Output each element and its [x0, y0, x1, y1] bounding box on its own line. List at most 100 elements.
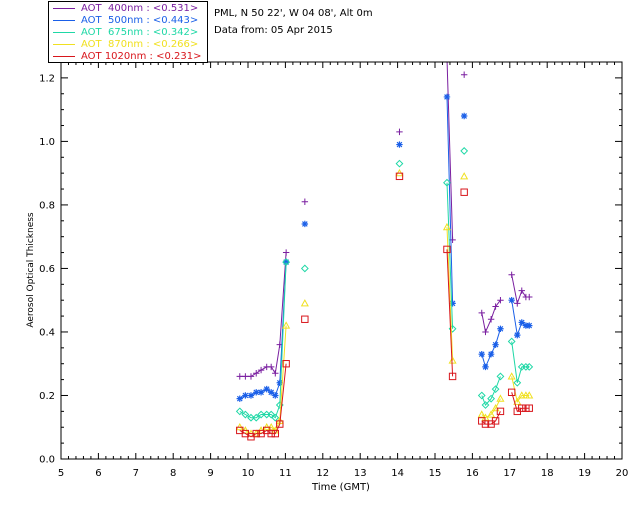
- x-tick-label: 6: [95, 468, 101, 479]
- data-point-aot500: [236, 395, 243, 402]
- series-line-aot400: [511, 274, 530, 306]
- data-point-aot400: [247, 373, 255, 380]
- data-point-aot675: [443, 178, 451, 187]
- data-point-aot675: [241, 410, 250, 419]
- legend-swatch-500: [53, 19, 75, 21]
- data-point-aot500: [242, 392, 249, 399]
- data-point-aot675: [496, 372, 505, 381]
- data-point-aot500: [518, 319, 525, 326]
- legend-swatch-1020: [53, 55, 75, 57]
- data-point-aot400: [478, 309, 485, 317]
- y-tick-label: 0.0: [39, 455, 55, 466]
- legend: AOT 400nm : <0.531> AOT 500nm : <0.443> …: [48, 1, 208, 63]
- data-point-aot675: [513, 378, 522, 387]
- data-point-aot675: [300, 264, 309, 273]
- legend-swatch-400: [53, 7, 75, 9]
- data-point-aot400: [272, 370, 279, 377]
- date-info: Data from: 05 Apr 2015: [214, 25, 333, 36]
- data-point-aot500: [247, 392, 255, 399]
- data-point-aot500: [460, 112, 468, 120]
- data-point-aot1020: [267, 429, 275, 438]
- data-point-aot500: [443, 93, 451, 101]
- data-point-aot675: [271, 413, 280, 422]
- data-point-aot870: [507, 372, 516, 380]
- data-point-aot500: [487, 350, 495, 358]
- legend-label-500: AOT 500nm : <0.443>: [81, 15, 199, 26]
- x-tick-label: 17: [503, 468, 516, 479]
- x-axis-label: Time (GMT): [311, 482, 370, 493]
- data-point-aot1020: [276, 420, 284, 428]
- x-tick-label: 19: [578, 468, 591, 479]
- data-point-aot1020: [525, 404, 533, 412]
- data-point-aot675: [491, 385, 500, 394]
- series-aot1020: [236, 172, 533, 441]
- data-point-aot400: [396, 128, 403, 136]
- series-line-aot500: [511, 300, 530, 336]
- data-point-aot675: [235, 407, 244, 416]
- data-point-aot1020: [252, 429, 260, 438]
- data-point-aot500: [478, 350, 485, 358]
- y-tick-label: 0.8: [39, 200, 55, 211]
- series-aot500: [236, 93, 533, 402]
- data-point-aot400: [282, 249, 290, 256]
- data-point-aot870: [477, 410, 486, 418]
- data-point-aot400: [508, 271, 515, 278]
- data-point-aot500: [514, 331, 521, 339]
- x-tick-label: 15: [429, 468, 442, 479]
- series-line-aot500: [446, 96, 454, 304]
- data-point-aot400: [253, 370, 260, 377]
- data-point-aot675: [525, 362, 534, 371]
- data-point-aot1020: [507, 388, 516, 397]
- x-tick-label: 10: [242, 468, 255, 479]
- x-tick-label: 18: [541, 468, 554, 479]
- data-point-aot500: [263, 385, 270, 393]
- legend-item-675: AOT 675nm : <0.342>: [53, 27, 198, 39]
- data-point-aot1020: [395, 172, 404, 181]
- data-point-aot500: [396, 141, 403, 148]
- y-tick-label: 0.2: [39, 391, 55, 402]
- data-point-aot675: [247, 413, 255, 422]
- data-point-aot675: [395, 159, 404, 168]
- x-tick-label: 12: [316, 468, 329, 479]
- data-point-aot500: [282, 258, 290, 266]
- data-point-aot675: [282, 258, 291, 266]
- data-point-aot500: [492, 341, 499, 348]
- series-line-aot500: [481, 328, 501, 369]
- x-tick-label: 20: [616, 468, 629, 479]
- data-point-aot500: [257, 389, 265, 396]
- legend-item-870: AOT 870nm : <0.266>: [53, 39, 198, 51]
- data-point-aot500: [301, 220, 309, 228]
- y-tick-label: 1.0: [39, 137, 55, 148]
- data-point-aot870: [487, 410, 496, 418]
- legend-label-870: AOT 870nm : <0.266>: [81, 39, 199, 50]
- plot-frame: [60, 61, 623, 460]
- legend-label-400: AOT 400nm : <0.531>: [81, 3, 199, 14]
- data-point-aot500: [522, 322, 530, 329]
- series-layer: [235, 62, 534, 441]
- data-point-aot400: [446, 62, 448, 63]
- legend-label-1020: AOT 1020nm : <0.231>: [81, 51, 202, 62]
- data-point-aot400: [514, 300, 521, 307]
- data-point-aot870: [448, 356, 457, 364]
- data-point-aot400: [497, 297, 504, 304]
- x-tick-label: 16: [466, 468, 479, 479]
- data-point-aot1020: [443, 245, 451, 254]
- data-point-aot1020: [271, 429, 280, 438]
- series-line-aot400: [446, 62, 454, 240]
- data-point-aot870: [496, 394, 505, 402]
- legend-swatch-870: [53, 43, 75, 45]
- data-point-aot400: [518, 287, 525, 294]
- data-point-aot500: [508, 297, 515, 304]
- data-point-aot870: [442, 222, 452, 231]
- data-point-aot400: [236, 373, 243, 380]
- x-tick-label: 14: [391, 468, 404, 479]
- series-line-aot1020: [511, 392, 530, 413]
- data-point-aot500: [449, 300, 456, 307]
- data-point-aot1020: [460, 188, 468, 196]
- data-point-aot1020: [496, 407, 505, 416]
- data-point-aot675: [481, 401, 490, 409]
- data-point-aot675: [521, 362, 530, 371]
- data-point-aot400: [482, 328, 489, 336]
- data-point-aot675: [477, 391, 486, 400]
